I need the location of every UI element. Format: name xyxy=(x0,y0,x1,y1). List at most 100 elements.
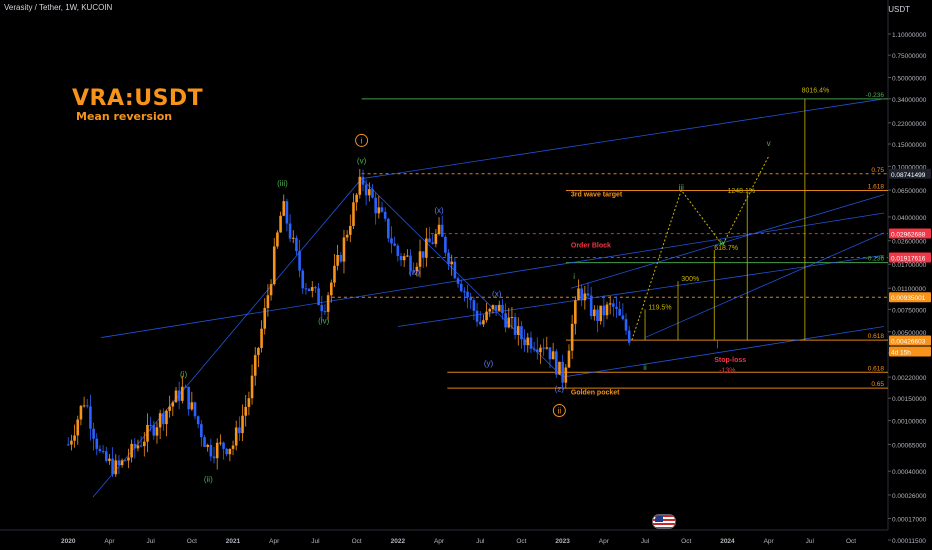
candle-body xyxy=(317,288,320,306)
price-badge xyxy=(889,168,931,179)
y-tick-label: 0.00011500 xyxy=(892,538,926,545)
wave-label: ii xyxy=(558,407,562,416)
candle-body xyxy=(608,303,612,305)
candle-body xyxy=(564,367,568,383)
candle-body xyxy=(320,305,324,312)
candle-body xyxy=(165,410,168,425)
candle-body xyxy=(485,311,488,321)
candle-body xyxy=(304,288,308,290)
candle-body xyxy=(282,201,286,216)
candle-body xyxy=(532,348,536,350)
wave-label: (z) xyxy=(555,384,565,393)
candle-body xyxy=(314,287,317,289)
candle-body xyxy=(545,347,549,349)
wave-circle xyxy=(552,404,566,418)
candle-body xyxy=(380,207,384,212)
symbol-header: Verasity / Tether, 1W, KUCOIN xyxy=(4,3,113,12)
candle-body xyxy=(76,419,80,436)
candle-body xyxy=(574,300,577,324)
candle-body xyxy=(212,456,216,459)
candle-body xyxy=(440,224,444,237)
wave-label: (w) xyxy=(409,268,420,277)
candle-body xyxy=(146,424,149,442)
candle-body xyxy=(406,255,409,257)
candle-body xyxy=(364,184,368,196)
candle-body xyxy=(352,202,355,227)
candle-body xyxy=(187,386,190,410)
y-tick-label: 0.15000000 xyxy=(892,142,927,149)
candle-body xyxy=(510,317,514,319)
candle-body xyxy=(555,351,558,375)
price-badge-label: 0.00426603 xyxy=(891,339,926,346)
wave-label: i xyxy=(573,272,575,281)
us-flag-icon[interactable] xyxy=(652,514,676,529)
candle-body xyxy=(215,442,219,459)
candle-body xyxy=(475,310,479,322)
candle-body xyxy=(529,337,533,349)
candle-body xyxy=(98,448,102,451)
candle-body xyxy=(263,307,267,329)
trend-line xyxy=(101,212,885,338)
level-label: -0.236 xyxy=(866,92,885,99)
y-tick-label: 0.00040000 xyxy=(892,469,927,476)
price-badge-label: 0.08741499 xyxy=(891,172,926,179)
candle-body xyxy=(79,405,83,420)
candle-body xyxy=(488,309,492,312)
candle-body xyxy=(253,355,257,376)
candle-body xyxy=(535,349,539,353)
x-tick-label: Apr xyxy=(104,538,115,545)
candle-body xyxy=(139,445,143,447)
y-tick-label: 0.22000000 xyxy=(892,121,927,128)
wave-label: iii xyxy=(679,183,685,192)
x-tick-label: 2022 xyxy=(391,538,406,545)
candle-body xyxy=(551,351,555,360)
y-tick-label: 0.00100000 xyxy=(892,419,927,426)
candle-body xyxy=(329,282,333,296)
level-label: 0.618 xyxy=(868,333,885,340)
candle-body xyxy=(421,251,425,258)
candle-body xyxy=(231,445,235,449)
y-tick-label: 0.00220000 xyxy=(892,375,927,382)
trend-line xyxy=(562,326,885,378)
y-tick-label: 0.10000000 xyxy=(892,164,927,171)
candle-body xyxy=(152,424,156,436)
trend-line xyxy=(361,98,885,180)
candle-body xyxy=(247,398,251,407)
price-badge xyxy=(889,346,931,357)
candle-body xyxy=(504,313,507,328)
candle-body xyxy=(371,189,374,198)
candle-body xyxy=(612,303,615,307)
x-tick-label: 2021 xyxy=(226,538,241,545)
candle-body xyxy=(494,305,498,311)
chart-annotation: Stop-loss xyxy=(714,357,746,364)
candle-body xyxy=(513,317,517,335)
projection-path xyxy=(631,156,770,341)
candle-body xyxy=(279,215,282,233)
x-tick-label: Oct xyxy=(352,538,362,545)
candle-body xyxy=(228,448,232,455)
y-tick-label: 0.01100000 xyxy=(892,286,926,293)
candle-body xyxy=(190,402,194,410)
y-tick-label: 0.50000000 xyxy=(892,76,927,83)
candle-body xyxy=(200,424,203,438)
candle-body xyxy=(355,194,358,203)
candle-body xyxy=(73,435,76,441)
x-tick-label: Oct xyxy=(187,538,197,545)
candle-body xyxy=(501,304,504,314)
candle-body xyxy=(497,304,501,311)
candle-body xyxy=(209,444,213,457)
price-badge xyxy=(889,228,931,239)
candle-body xyxy=(599,305,602,322)
wave-label: (v) xyxy=(357,157,367,166)
candle-body xyxy=(456,278,460,284)
candle-body xyxy=(447,252,450,265)
overlay-subtitle: Mean reversion xyxy=(76,110,173,123)
x-tick-label: 2024 xyxy=(720,538,735,545)
y-tick-label: 0.00750000 xyxy=(892,307,927,314)
candle-body xyxy=(542,347,545,349)
candle-body xyxy=(627,330,631,343)
trend-line xyxy=(397,254,885,327)
candle-body xyxy=(301,270,305,289)
candle-body xyxy=(577,288,580,301)
